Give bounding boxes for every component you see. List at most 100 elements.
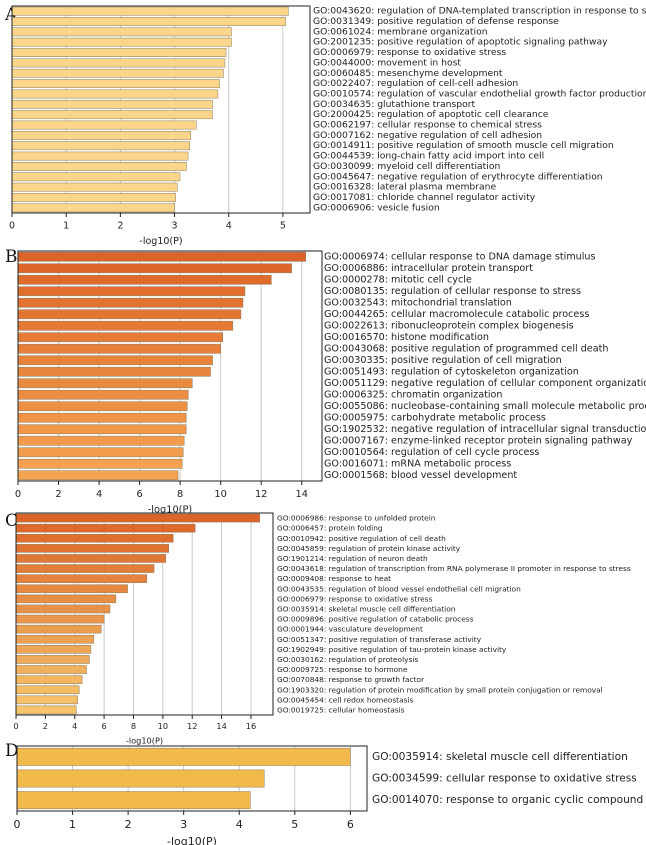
x-tick-label: 4 (236, 818, 243, 831)
bar (15, 554, 167, 563)
x-tick-label: 0 (14, 818, 21, 831)
term-label: GO:0045859: regulation of protein kinase… (277, 544, 461, 553)
panel-d: D GO:0035914: skeletal muscle cell differ… (5, 741, 643, 845)
x-tick-label: 4 (96, 489, 102, 500)
term-label: GO:0006986: response to unfolded protein (277, 514, 436, 523)
bar (17, 366, 211, 377)
x-tick-label: 6 (136, 489, 142, 500)
x-tick-label: 8 (177, 489, 183, 500)
x-tick-label: 4 (226, 221, 232, 232)
bar (17, 447, 184, 458)
x-tick-label: 2 (55, 489, 61, 500)
term-label: GO:0007167: enzyme-linked receptor prote… (324, 435, 633, 446)
x-tick-label: 0 (15, 489, 21, 500)
bar (17, 332, 223, 343)
term-label: GO:0006974: cellular response to DNA dam… (324, 251, 596, 262)
term-label: GO:0006979: response to oxidative stress (313, 47, 506, 58)
term-label: GO:0035914: skeletal muscle cell differe… (372, 751, 628, 763)
term-label: GO:0022407: regulation of cell-cell adhe… (313, 78, 518, 89)
term-label: GO:0034635: glutathione transport (313, 99, 476, 110)
bar (11, 6, 289, 16)
bar (17, 355, 213, 366)
bar (15, 544, 169, 553)
term-label: GO:0001568: blood vessel development (324, 470, 517, 481)
x-tick-label: 1 (63, 221, 69, 232)
term-label: GO:0043068: positive regulation of progr… (324, 343, 608, 354)
term-label: GO:0062197: cellular response to chemica… (313, 120, 542, 131)
bar (15, 705, 77, 715)
bar (11, 203, 175, 213)
term-label: GO:0043535: regulation of blood vessel e… (277, 584, 521, 593)
bar (11, 110, 213, 120)
term-label: GO:0035914: skeletal muscle cell differe… (277, 604, 456, 613)
bar (17, 424, 187, 435)
term-label: GO:0032543: mitochondrial translation (324, 297, 512, 308)
bar (11, 193, 176, 202)
bar (17, 401, 188, 412)
bar (15, 574, 147, 583)
term-label: GO:0017081: chloride channel regulator a… (313, 192, 536, 203)
bar (17, 458, 183, 469)
x-tick-label: 10 (158, 721, 168, 731)
x-tick-label: 4 (72, 721, 77, 731)
term-label: GO:0030335: positive regulation of cell … (324, 355, 562, 366)
term-label: GO:2001235: positive regulation of apopt… (313, 37, 608, 48)
bar (15, 523, 196, 533)
term-label: GO:0007162: negative regulation of cell … (313, 130, 542, 141)
bar (11, 172, 181, 182)
x-axis-label: -log10(P) (126, 735, 163, 745)
bar (11, 68, 224, 78)
bar (17, 378, 193, 389)
term-label: GO:0045454: cell redox homeostasis (277, 695, 414, 704)
term-label: GO:0001944: vasculature development (277, 625, 423, 634)
term-label: GO:0055086: nucleobase-containing small … (324, 401, 646, 412)
term-label: GO:0000278: mitotic cell cycle (324, 274, 472, 285)
term-label: GO:0005975: carbohydrate metabolic proce… (324, 412, 546, 423)
x-tick-label: 5 (280, 221, 286, 232)
bar (11, 37, 232, 47)
bar (15, 645, 92, 654)
term-label: GO:2000425: regulation of apoptotic cell… (313, 109, 549, 120)
bar (17, 297, 244, 308)
bar (15, 594, 117, 604)
term-label: GO:0043620: regulation of DNA-templated … (313, 6, 646, 17)
plot-frame (11, 5, 311, 214)
bar (11, 99, 213, 109)
term-label: GO:0006457: protein folding (277, 524, 383, 533)
bar (11, 79, 220, 89)
term-label: GO:0016071: mRNA metabolic process (324, 458, 511, 469)
bar (15, 584, 128, 594)
x-tick-label: 2 (43, 721, 48, 731)
plot-frame (15, 512, 274, 716)
term-label: GO:1903320: regulation of protein modifi… (277, 685, 603, 694)
term-label: GO:0060485: mesenchyme development (313, 68, 503, 79)
term-label: GO:0022613: ribonucleoprotein complex bi… (324, 320, 574, 331)
bar (15, 604, 111, 614)
bar (11, 182, 178, 192)
term-label: GO:0006906: vesicle fusion (313, 202, 440, 213)
x-tick-label: 2 (125, 818, 132, 831)
bar (15, 655, 90, 664)
x-tick-label: 6 (347, 818, 354, 831)
x-tick-label: 12 (255, 489, 267, 500)
term-label: GO:0034599: cellular response to oxidati… (372, 773, 637, 785)
term-label: GO:0044265: cellular macromolecule catab… (324, 309, 589, 320)
panel-a: A GO:0043620: regulation of DNA-templated… (4, 5, 646, 247)
x-tick-label: 0 (13, 721, 18, 731)
panel-letter: B (5, 247, 18, 267)
term-label: GO:0080135: regulation of cellular respo… (324, 286, 581, 297)
term-label: GO:0014911: positive regulation of smoot… (313, 140, 614, 151)
bar (15, 675, 83, 684)
bar (15, 513, 261, 523)
bar (11, 120, 197, 130)
bar (15, 564, 155, 573)
panel-letter: C (5, 511, 18, 531)
term-label: GO:0045647: negative regulation of eryth… (313, 171, 603, 182)
bar (17, 274, 272, 285)
bar (15, 695, 78, 705)
bar (11, 58, 226, 68)
bar (15, 624, 102, 634)
bar (11, 89, 219, 99)
term-label: GO:0051347: positive regulation of trans… (277, 635, 482, 644)
